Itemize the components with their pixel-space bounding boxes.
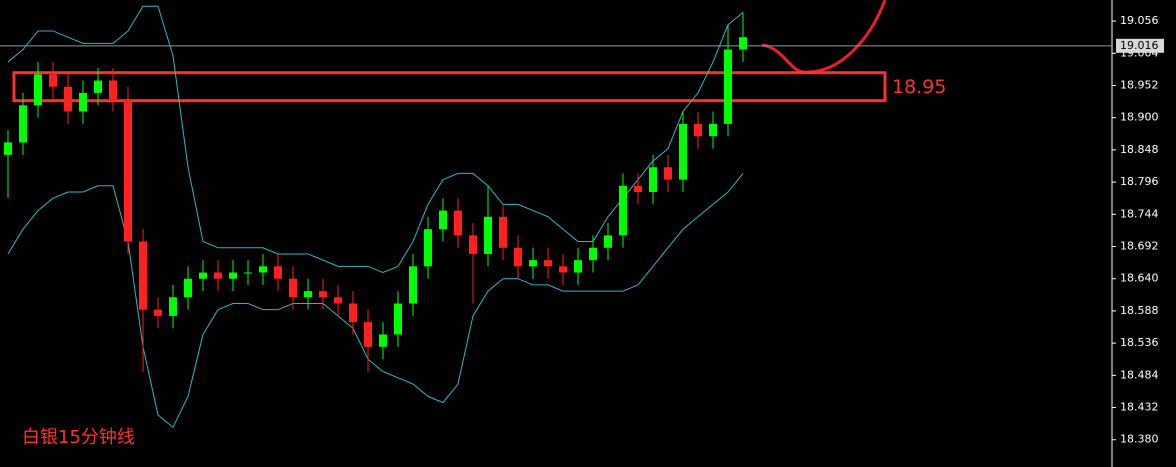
- candle-body: [109, 80, 117, 100]
- y-tick-label: 18.796: [1120, 175, 1159, 188]
- candle-body: [244, 272, 252, 274]
- candle-body: [439, 210, 447, 230]
- y-tick-label: 19.056: [1120, 14, 1159, 27]
- candle-body: [574, 260, 582, 273]
- candle-body: [34, 74, 42, 106]
- candle-body: [229, 272, 237, 279]
- candle-body: [529, 260, 537, 267]
- current-price-label: 19.016: [1120, 39, 1159, 52]
- candle-body: [304, 291, 312, 298]
- y-tick-label: 18.744: [1120, 207, 1159, 220]
- candle-body: [364, 322, 372, 347]
- candle-body: [724, 49, 732, 124]
- candle-body: [559, 266, 567, 273]
- candle-body: [664, 167, 672, 180]
- candle-body: [739, 37, 747, 50]
- candle-body: [139, 241, 147, 310]
- y-tick-label: 18.432: [1120, 401, 1159, 414]
- candle-body: [409, 266, 417, 304]
- candle-body: [289, 278, 297, 298]
- candle-body: [379, 334, 387, 347]
- level-label: 18.95: [892, 76, 946, 98]
- candle-body: [634, 185, 642, 193]
- candle-body: [64, 86, 72, 112]
- hand-drawn-forecast: [761, 0, 887, 74]
- y-tick-label: 18.848: [1120, 143, 1159, 156]
- candle-body: [19, 105, 27, 143]
- chart-title: 白银15分钟线: [22, 427, 135, 448]
- candle-body: [259, 266, 267, 273]
- y-tick-label: 18.484: [1120, 368, 1159, 381]
- candle-body: [394, 303, 402, 335]
- candle-body: [679, 123, 687, 180]
- candle-body: [79, 92, 87, 112]
- level-zone: [12, 71, 887, 103]
- candle-body: [544, 260, 552, 267]
- y-tick-label: 18.692: [1120, 240, 1159, 253]
- candle-body: [604, 235, 612, 248]
- candle-body: [199, 272, 207, 279]
- y-tick-label: 18.640: [1120, 272, 1159, 285]
- y-tick-label: 18.380: [1120, 433, 1159, 446]
- candle-body: [319, 291, 327, 298]
- candle-body: [94, 80, 102, 93]
- candle-body: [499, 216, 507, 248]
- candle-body: [694, 123, 702, 137]
- candle-body: [709, 123, 717, 137]
- candle-body: [424, 229, 432, 267]
- candle-body: [154, 309, 162, 316]
- candle-body: [454, 210, 462, 236]
- candle-body: [49, 74, 57, 87]
- candle-body: [514, 247, 522, 267]
- candle-body: [484, 216, 492, 254]
- y-tick-label: 18.900: [1120, 111, 1159, 124]
- candle-body: [649, 167, 657, 193]
- candle-body: [274, 266, 282, 279]
- current-price-box: [1116, 38, 1164, 53]
- candle-body: [349, 303, 357, 323]
- candle-body: [4, 142, 12, 155]
- candle-body: [169, 297, 177, 316]
- candle-body: [334, 297, 342, 304]
- bollinger-band: [7, 173, 744, 429]
- candle-body: [124, 99, 132, 242]
- candle-body: [469, 235, 477, 254]
- candle-body: [589, 247, 597, 261]
- y-tick-label: 18.536: [1120, 336, 1159, 349]
- y-tick-label: 18.588: [1120, 304, 1159, 317]
- candle-body: [619, 185, 627, 236]
- candle-body: [184, 278, 192, 298]
- candle-body: [214, 272, 222, 279]
- y-tick-label: 18.952: [1120, 78, 1159, 91]
